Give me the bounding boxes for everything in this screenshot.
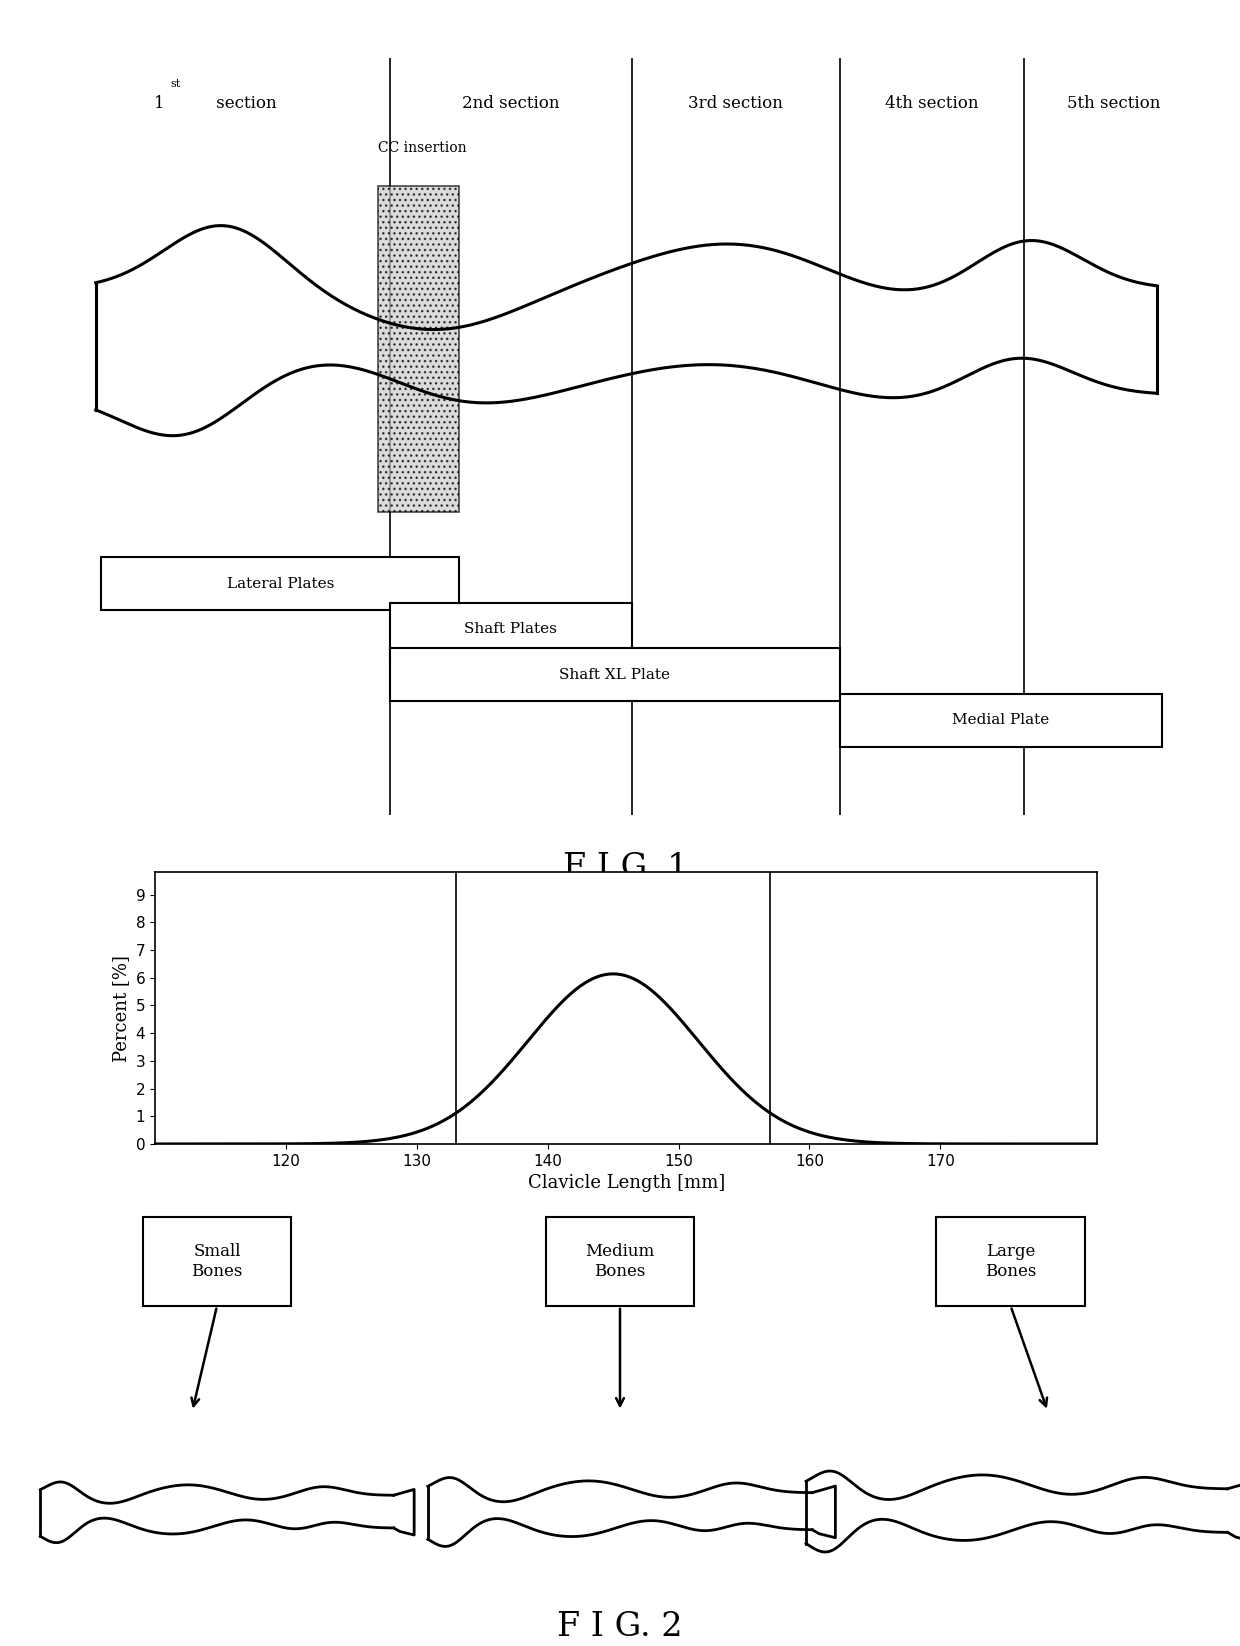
Text: 3rd section: 3rd section: [688, 94, 784, 112]
Bar: [389, 602, 632, 655]
Text: F I G. 2: F I G. 2: [557, 1611, 683, 1643]
Text: 2nd section: 2nd section: [463, 94, 559, 112]
Text: Large
Bones: Large Bones: [985, 1243, 1037, 1279]
Text: Small
Bones: Small Bones: [191, 1243, 243, 1279]
Text: st: st: [171, 79, 181, 89]
Text: CC insertion: CC insertion: [378, 142, 467, 155]
X-axis label: Clavicle Length [mm]: Clavicle Length [mm]: [527, 1174, 725, 1192]
Text: F I G. 1: F I G. 1: [563, 851, 689, 884]
Bar: [378, 186, 459, 512]
Text: Shaft XL Plate: Shaft XL Plate: [559, 668, 670, 681]
Text: Lateral Plates: Lateral Plates: [227, 576, 334, 591]
Text: 1: 1: [154, 94, 165, 112]
Bar: [102, 558, 459, 611]
Bar: [143, 1216, 291, 1305]
Text: section: section: [211, 94, 277, 112]
Bar: [839, 693, 1162, 747]
Text: 4th section: 4th section: [885, 94, 978, 112]
Text: Shaft Plates: Shaft Plates: [465, 622, 557, 637]
Bar: [389, 649, 839, 701]
Text: 5th section: 5th section: [1066, 94, 1161, 112]
Bar: [936, 1216, 1085, 1305]
Text: Medium
Bones: Medium Bones: [585, 1243, 655, 1279]
Bar: [546, 1216, 694, 1305]
Text: Medial Plate: Medial Plate: [952, 713, 1049, 728]
Y-axis label: Percent [%]: Percent [%]: [112, 955, 130, 1062]
